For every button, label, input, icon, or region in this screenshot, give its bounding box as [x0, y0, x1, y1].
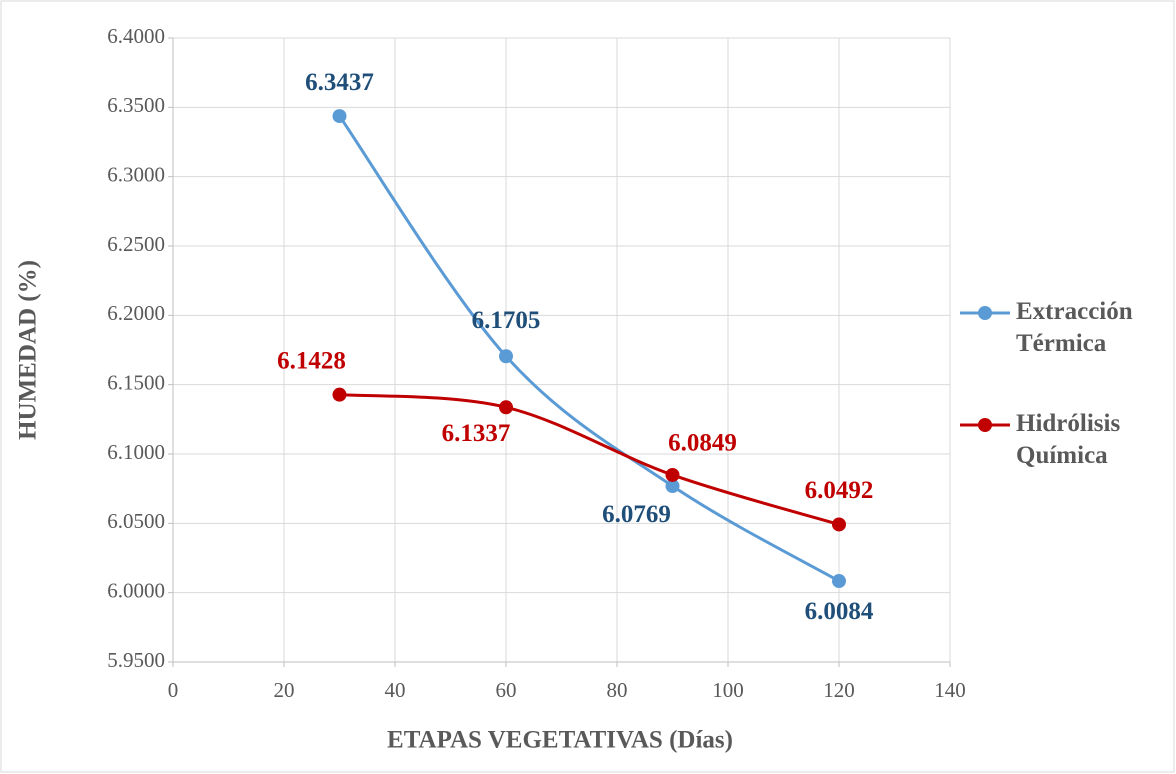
series-line	[339, 393, 840, 526]
y-tick-label: 6.3000	[107, 162, 165, 186]
y-tick-label: 5.9500	[107, 648, 165, 672]
data-label: 6.0084	[805, 598, 874, 625]
legend-label: Extracción Térmica	[1016, 298, 1139, 357]
y-tick-label: 6.0500	[107, 509, 165, 533]
x-tick-label: 100	[712, 678, 744, 702]
y-tick-label: 6.0000	[107, 578, 165, 602]
legend-marker	[978, 306, 992, 320]
y-tick-label: 6.1000	[107, 440, 165, 464]
x-tick-label: 60	[496, 678, 517, 702]
data-point	[332, 109, 347, 124]
data-label: 6.0849	[668, 430, 737, 457]
data-label: 6.1428	[277, 347, 346, 374]
data-point	[832, 574, 846, 589]
data-label: 6.3437	[305, 69, 374, 96]
y-tick-label: 6.4000	[107, 24, 165, 48]
data-point	[832, 517, 846, 532]
data-label: 6.1705	[472, 307, 541, 334]
data-label: 6.0769	[602, 501, 671, 528]
x-tick-label: 140	[934, 678, 966, 702]
y-axis-label: HUMEDAD (%)	[15, 260, 42, 440]
x-tick-label: 20	[274, 678, 295, 702]
data-point	[332, 387, 347, 402]
x-tick-label: 120	[823, 678, 855, 702]
x-axis-label: ETAPAS VEGETATIVAS (Días)	[387, 727, 733, 754]
data-point	[665, 467, 680, 482]
data-label: 6.1337	[442, 420, 511, 447]
data-point	[499, 400, 513, 415]
y-tick-label: 6.2000	[107, 301, 165, 325]
x-tick-label: 80	[607, 678, 628, 702]
series-line	[338, 115, 840, 583]
x-tick-label: 0	[168, 678, 179, 702]
y-tick-label: 6.2500	[107, 232, 165, 256]
legend-label: Hidrólisis Química	[1016, 410, 1126, 469]
data-point	[499, 349, 513, 364]
data-point	[665, 479, 680, 494]
data-label: 6.0492	[805, 477, 874, 504]
y-tick-label: 6.3500	[107, 93, 165, 117]
legend-marker	[978, 418, 992, 432]
y-tick-label: 6.1500	[107, 370, 165, 394]
x-tick-label: 40	[385, 678, 406, 702]
